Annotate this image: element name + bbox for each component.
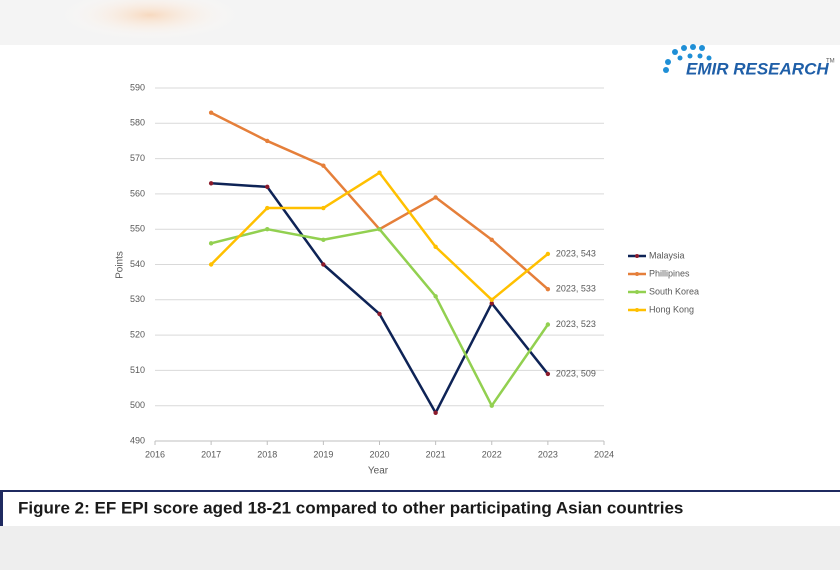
point [265,138,270,144]
logo-trademark: TM [826,59,835,65]
legend-marker [635,290,639,294]
data-label: 2023, 533 [556,284,596,294]
data-label: 2023, 509 [556,368,596,378]
legend-label: Hong Kong [649,304,694,314]
caption: Figure 2: EF EPI score aged 18-21 compar… [18,498,683,517]
x-axis-title: Year [368,466,389,477]
point [489,403,494,408]
point [545,322,551,327]
x-tick-label: 2020 [369,449,389,459]
y-tick-label: 550 [130,224,145,234]
series-line [211,182,549,415]
x-tick-label: 2018 [257,449,277,459]
legend-marker [635,308,639,312]
x-tick-label: 2017 [201,449,221,459]
point [208,262,214,267]
point [321,262,326,267]
point [433,294,438,299]
plot: 490 500 510 520 530 540 550 560 570 580 590 2016 201… [130,82,699,459]
caption-left-border [0,490,3,526]
decoration [60,0,240,40]
point [489,301,494,306]
point [265,205,270,211]
point [321,237,326,242]
y-tick-label: 490 [130,435,145,445]
series-line [210,111,549,291]
point [545,251,551,257]
y-axis-title: Points [115,251,126,279]
caption-bar [0,490,840,526]
series-line [210,171,549,302]
point [265,184,270,190]
point [545,287,551,292]
logo-dots [663,44,712,73]
y-tick-label: 570 [130,153,145,163]
y-tick-label: 560 [130,188,145,198]
y-tick-label: 590 [130,82,145,92]
legend-label: South Korea [649,286,699,296]
point [545,371,551,377]
legend-marker [635,272,639,276]
point [433,410,438,415]
y-tick-label: 500 [130,400,145,410]
x-tick-label: 2024 [594,449,614,459]
point [208,241,214,246]
point [208,181,214,186]
data-label: 2023, 543 [556,248,596,258]
point [489,297,494,302]
point [377,170,382,175]
point [265,227,270,232]
x-tick-label: 2021 [426,449,446,459]
y-tick-label: 530 [130,294,145,304]
point [377,311,382,317]
x-tick-label: 2022 [482,449,502,459]
x-tick-label: 2023 [538,449,558,459]
point [433,244,438,250]
point [489,237,494,242]
x-tick-label: 2016 [145,449,165,459]
data-label: 2023, 523 [556,319,596,329]
bottom-band [0,526,840,570]
logo-text: EMIR RESEARCH [686,59,829,78]
legend-label: Malaysia [649,250,685,260]
y-tick-label: 540 [130,259,145,269]
legend-marker [635,254,639,258]
legend-label: Phillipines [649,268,690,278]
point [321,205,326,211]
series-line [210,227,549,407]
point [321,163,326,168]
y-tick-label: 520 [130,329,145,339]
point [208,110,214,115]
y-tick-label: 580 [130,118,145,128]
point [433,195,438,200]
y-tick-label: 510 [130,365,145,375]
x-tick-label: 2019 [313,449,333,459]
point [377,227,382,232]
